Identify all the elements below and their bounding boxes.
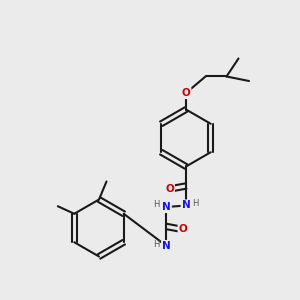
Text: N: N (182, 200, 190, 211)
Text: H: H (154, 240, 160, 249)
Text: O: O (165, 184, 174, 194)
Text: H: H (193, 199, 199, 208)
Text: N: N (162, 202, 171, 212)
Text: O: O (182, 88, 190, 98)
Text: N: N (162, 241, 171, 251)
Text: O: O (178, 224, 188, 235)
Text: H: H (154, 200, 160, 209)
